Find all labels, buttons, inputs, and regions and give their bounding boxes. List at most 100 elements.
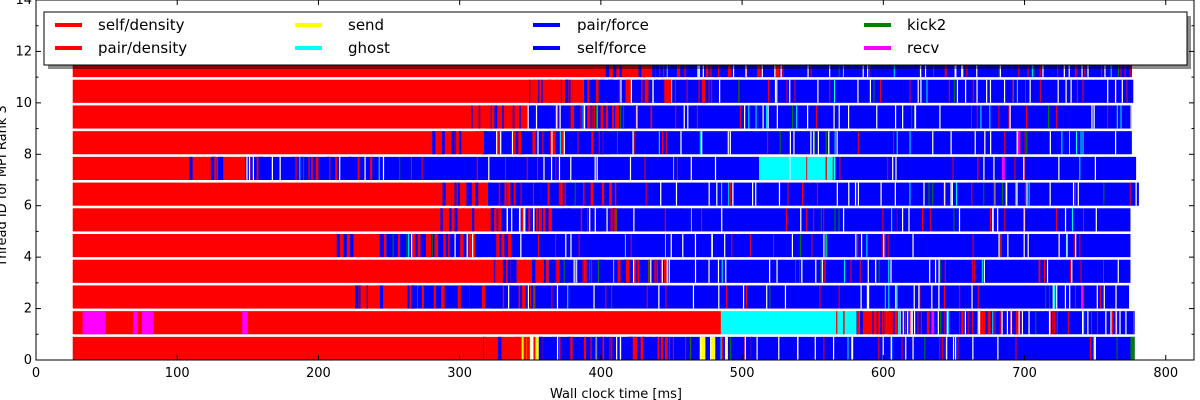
task-sliver [776,54,778,78]
task-sliver [634,105,637,129]
task-sliver [509,285,511,309]
task-bar [835,156,1137,180]
task-gap [1026,182,1028,206]
task-sliver [595,336,597,360]
task-gap [908,208,910,232]
task-sliver [597,105,600,129]
task-sliver [471,234,476,258]
task-sliver [599,336,603,360]
task-sliver [989,208,991,232]
task-sliver [1001,182,1003,206]
task-sliver [599,54,603,78]
task-gap [986,79,988,103]
task-sliver [568,182,572,206]
task-sliver [819,285,821,309]
task-sliver [658,131,660,155]
task-gap [971,285,973,309]
task-gap [537,131,539,155]
task-sliver [944,311,946,335]
task-sliver [329,156,331,180]
task-sliver [560,131,565,155]
task-gap [901,208,904,232]
task-gap [650,259,652,283]
task-gap [1003,79,1006,103]
task-sliver [981,259,983,283]
task-sliver [358,285,361,309]
task-sliver [1109,79,1111,103]
task-sliver [591,131,594,155]
task-gap [1105,311,1107,335]
task-gap [983,259,986,283]
y-tick-label: 6 [24,199,32,214]
y-tick-label: 0 [24,353,32,368]
task-sliver [528,336,530,360]
task-sliver [994,311,996,335]
task-gap [761,54,763,78]
task-bar [725,336,728,360]
task-gap [932,131,934,155]
task-sliver [622,105,626,129]
task-gap [1052,285,1054,309]
task-slivers [836,311,1134,335]
task-gap [778,336,780,360]
task-gap [938,259,940,283]
task-sliver [524,259,527,283]
task-sliver [823,259,825,283]
task-gap [920,79,922,103]
task-sliver [857,105,859,129]
task-gap [1064,208,1067,232]
task-sliver [992,311,994,335]
task-gap [556,285,559,309]
task-sliver [806,156,808,180]
task-sliver [894,311,896,335]
task-sliver [1105,156,1107,180]
task-sliver [406,234,408,258]
task-gap [867,285,870,309]
task-sliver [428,234,432,258]
task-sliver [487,182,492,206]
task-gap [838,105,840,129]
task-gap [589,208,591,232]
task-gap [248,156,251,180]
task-sliver [600,105,604,129]
task-sliver [602,131,605,155]
task-sliver [296,156,298,180]
task-sliver [542,259,544,283]
task-sliver [1118,54,1120,78]
task-sliver [611,336,613,360]
task-sliver [589,259,591,283]
task-gap [983,156,985,180]
task-sliver [701,208,703,232]
task-sliver [303,156,305,180]
task-gap [668,259,670,283]
task-gap [252,156,254,180]
task-sliver [498,336,502,360]
task-gap [929,259,931,283]
task-sliver [513,259,517,283]
task-sliver [537,156,539,180]
task-gap [866,285,869,309]
task-sliver [665,336,668,360]
task-sliver [673,156,675,180]
task-sliver [826,234,828,258]
task-sliver [508,234,510,258]
task-bar [72,105,528,129]
task-sliver [893,131,895,155]
task-sliver [507,182,511,206]
x-axis-label: Wall clock time [ms] [550,387,682,400]
task-sliver [539,336,543,360]
task-sliver [520,182,522,206]
task-sliver [665,285,667,309]
task-sliver [563,208,566,232]
task-sliver [686,79,688,103]
task-sliver [601,182,605,206]
task-gap [869,79,872,103]
task-sliver [480,208,483,232]
task-sliver [459,182,464,206]
task-sliver [500,182,503,206]
task-gap [778,182,781,206]
task-sliver [555,259,557,283]
task-sliver [1008,105,1010,129]
task-sliver [476,156,478,180]
